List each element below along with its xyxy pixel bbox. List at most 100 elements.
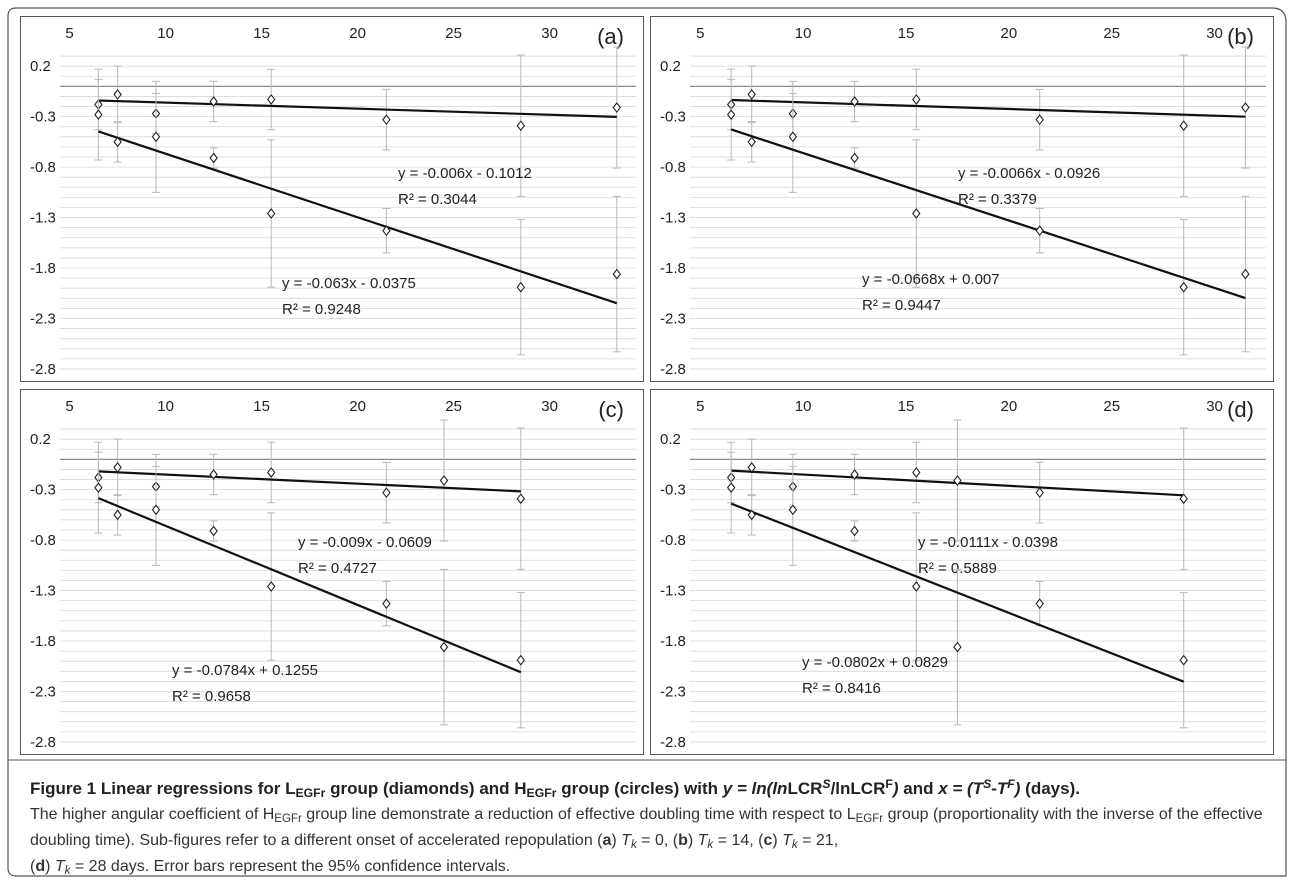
- caption-subscript: EGFr: [526, 786, 557, 801]
- caption-panel-ref: a: [602, 832, 612, 850]
- y-tick-label: -0.8: [30, 159, 56, 176]
- y-tick-label: -0.3: [660, 482, 686, 499]
- caption-equation: ): [892, 779, 899, 799]
- diamond-series-point: [912, 467, 921, 478]
- x-tick-label: 5: [696, 398, 704, 415]
- y-tick-label: -2.8: [30, 734, 56, 751]
- regression-equation: y = -0.0066x - 0.0926: [958, 165, 1100, 182]
- panel-border: [20, 389, 644, 755]
- y-tick-label: -0.3: [660, 109, 686, 126]
- caption-subscript: k: [630, 838, 637, 851]
- circle-series-point: [516, 654, 525, 666]
- r-squared-label: R² = 0.4727: [298, 560, 377, 577]
- x-tick-label: 15: [253, 25, 270, 42]
- caption-superscript: S: [983, 777, 992, 791]
- caption-equation: LCR: [850, 779, 886, 799]
- caption-superscript: F: [1007, 777, 1015, 791]
- r-squared-label: R² = 0.3044: [398, 191, 477, 208]
- x-tick-label: 30: [541, 398, 558, 415]
- trendline: [731, 98, 1246, 118]
- x-tick-label: 30: [1206, 25, 1223, 42]
- diamond-series-point: [612, 102, 621, 113]
- diamond-series-point: [267, 94, 276, 105]
- x-tick-label: 5: [65, 398, 73, 415]
- caption-figure-label: Figure 1: [30, 779, 97, 799]
- x-tick-label: 15: [898, 398, 915, 415]
- diamond-series-point: [382, 487, 391, 499]
- r-squared-label: R² = 0.9248: [282, 301, 361, 318]
- caption-text: ): [611, 832, 622, 850]
- x-tick-label: 20: [349, 25, 366, 42]
- caption-equation: y = ln(ln: [722, 779, 788, 799]
- circle-series-point: [612, 268, 621, 280]
- y-tick-label: -1.8: [30, 260, 56, 277]
- y-tick-label: -1.3: [30, 210, 56, 227]
- x-tick-label: 25: [1103, 398, 1120, 415]
- caption-text: ): [772, 832, 783, 850]
- circle-series-point: [788, 131, 798, 143]
- caption-equation: T: [782, 832, 792, 850]
- diamond-series-point: [113, 462, 122, 473]
- r-squared-label: R² = 0.3379: [958, 191, 1037, 208]
- circle-series-point: [94, 482, 103, 494]
- y-tick-label: -0.8: [660, 532, 686, 549]
- diamond-series-point: [747, 462, 756, 473]
- caption-title-text: Linear regressions for L: [96, 779, 296, 799]
- diamond-series-point: [209, 96, 218, 107]
- circle-series-point: [747, 509, 756, 521]
- figure-caption: Figure 1 Linear regressions for L EGFr gr…: [30, 773, 1275, 882]
- regression-equation: y = -0.0802x + 0.0829: [802, 654, 948, 671]
- circle-series-point: [953, 641, 962, 653]
- y-tick-label: -1.8: [660, 633, 686, 650]
- panel-border: [20, 16, 644, 382]
- circle-series-point: [94, 109, 103, 121]
- circle-series-point: [516, 281, 525, 293]
- y-tick-label: -0.3: [30, 482, 56, 499]
- y-tick-label: 0.2: [660, 58, 681, 75]
- caption-body: The higher angular coefficient of HEGFr …: [30, 804, 1275, 882]
- caption-panel-ref: b: [678, 832, 688, 850]
- caption-panel-ref: d: [35, 857, 46, 875]
- gridlines: [60, 428, 636, 743]
- regression-equation: y = -0.009x - 0.0609: [298, 534, 432, 551]
- trendline: [98, 99, 617, 118]
- caption-subscript: k: [64, 864, 71, 877]
- chart-panel-a: 5 10 15 20 25 30 0.2 -0.3 -0.8 -1.3 -1.8 -2.3 -2.8 (a…: [20, 16, 644, 382]
- caption-panel-ref: c: [763, 832, 773, 850]
- trendline: [730, 502, 1185, 683]
- y-tick-label: -0.8: [30, 532, 56, 549]
- r-squared-label: R² = 0.9447: [862, 297, 941, 314]
- x-tick-label: 10: [795, 25, 812, 42]
- chart-panel-b: 5 10 15 20 25 30 0.2 -0.3 -0.8 -1.3 -1.8 -2.3 -2.8 (b…: [650, 16, 1274, 382]
- x-tick-label: 10: [795, 398, 812, 415]
- circle-series-point: [209, 525, 218, 537]
- caption-equation: x = (T: [938, 779, 984, 799]
- regression-equation: y = -0.0668x + 0.007: [862, 271, 1000, 288]
- caption-equation: T: [697, 832, 708, 850]
- circle-series-point: [113, 136, 122, 148]
- circle-series-point: [113, 509, 122, 521]
- panel-label: (d): [1227, 397, 1254, 422]
- caption-equation: T: [54, 857, 65, 875]
- panel-border: [650, 389, 1274, 755]
- x-tick-label: 15: [898, 25, 915, 42]
- x-tick-label: 25: [445, 25, 462, 42]
- y-tick-label: -2.3: [660, 683, 686, 700]
- gridlines: [690, 55, 1266, 370]
- caption-text: ): [45, 857, 55, 875]
- circle-series-point: [267, 581, 276, 592]
- circle-series-point: [726, 109, 736, 121]
- diamond-series-point: [439, 475, 449, 486]
- panel-label: (b): [1227, 24, 1254, 49]
- diamond-series-point: [850, 469, 859, 480]
- r-squared-label: R² = 0.9658: [172, 688, 251, 705]
- x-tick-label: 15: [253, 398, 270, 415]
- circle-series-point: [382, 225, 391, 237]
- caption-title-text: group (circles) with: [556, 779, 723, 799]
- x-tick-label: 20: [349, 398, 366, 415]
- trendline: [98, 130, 618, 305]
- caption-subscript: EGFr: [855, 813, 884, 826]
- caption-text: group (proportionality with the inverse …: [30, 806, 1263, 850]
- caption-subscript: k: [707, 838, 714, 851]
